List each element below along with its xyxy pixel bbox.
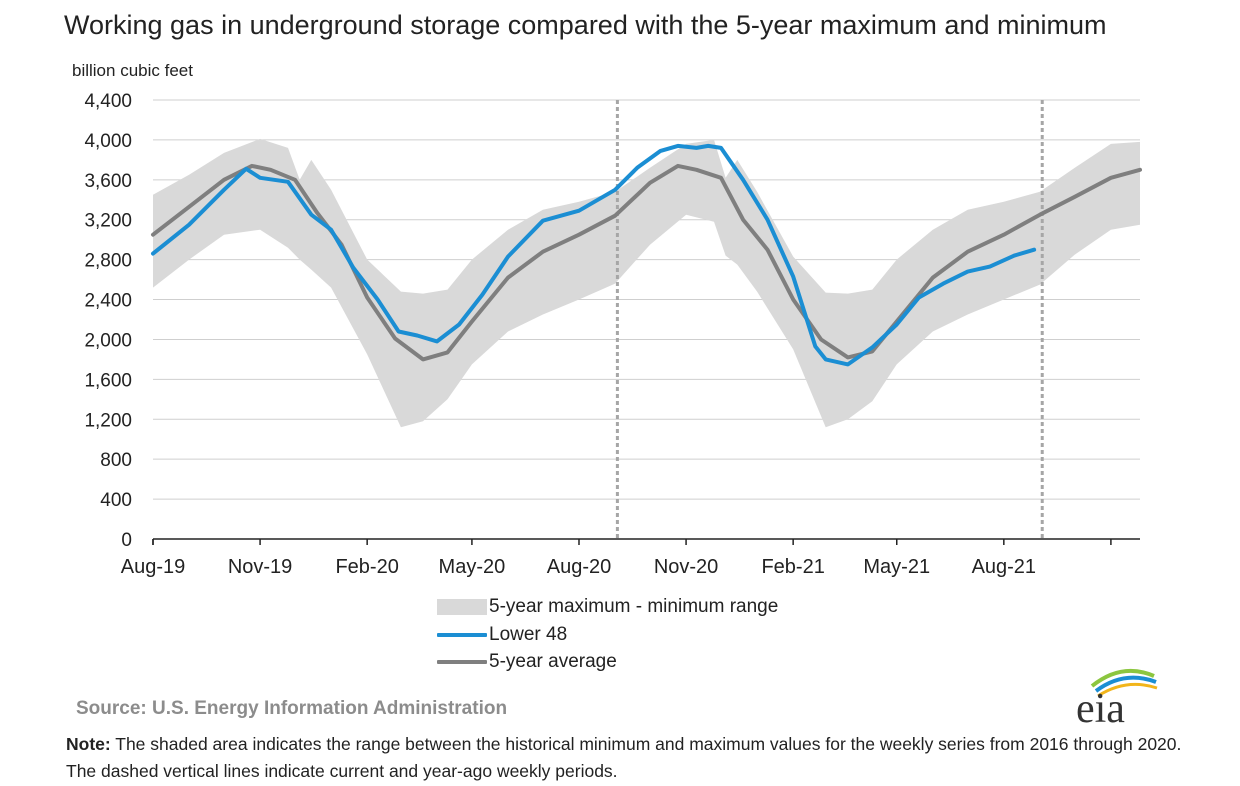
note-label: Note: <box>66 734 111 754</box>
5-year-average-line <box>151 163 1142 362</box>
legend-label-range: 5-year maximum - minimum range <box>489 596 779 617</box>
legend-swatch-average <box>437 660 487 664</box>
lower-48-line <box>151 143 1037 367</box>
legend-swatch-lower48 <box>437 633 487 637</box>
y-tick-label: 4,400 <box>84 91 132 112</box>
source-text: Source: U.S. Energy Information Administ… <box>76 698 508 719</box>
y-tick-label: 2,000 <box>84 330 132 351</box>
y-tick-label: 0 <box>121 530 132 551</box>
logo-wordmark: eia <box>1076 686 1125 726</box>
x-tick-label: Nov-20 <box>654 556 718 578</box>
y-axis-unit-label: billion cubic feet <box>72 61 193 80</box>
x-tick-label: Feb-20 <box>335 556 398 578</box>
x-tick-label: May-20 <box>439 556 506 578</box>
range-band <box>153 138 1140 428</box>
note-body: The shaded area indicates the range betw… <box>66 734 1182 781</box>
y-tick-label: 4,000 <box>84 131 132 152</box>
legend-item-range: 5-year maximum - minimum range <box>437 596 778 618</box>
y-tick-label: 2,400 <box>84 291 132 312</box>
y-tick-label: 3,200 <box>84 211 132 232</box>
storage-chart: 0 400 800 1,200 1,600 2,000 2,400 2,800 3,200 3,6… <box>84 91 1142 578</box>
x-tick-label: Aug-20 <box>547 556 612 578</box>
note-text: Note: The shaded area indicates the rang… <box>66 731 1216 785</box>
x-tick-label: Aug-21 <box>972 556 1037 578</box>
y-tick-label: 400 <box>100 490 132 511</box>
y-tick-label: 1,200 <box>84 410 132 431</box>
x-tick-label: Nov-19 <box>228 556 292 578</box>
logo-swoosh-green <box>1090 668 1155 688</box>
legend-label-average: 5-year average <box>489 651 617 672</box>
legend-label-lower48: Lower 48 <box>489 624 568 645</box>
logo-swoosh-yellow <box>1097 682 1158 698</box>
x-tick-label: Aug-19 <box>121 556 186 578</box>
legend-item-lower48: Lower 48 <box>437 624 567 646</box>
legend-swatch-range <box>437 599 487 615</box>
y-tick-label: 1,600 <box>84 370 132 391</box>
legend-item-average: 5-year average <box>437 651 617 673</box>
eia-logo: eia <box>1076 668 1158 726</box>
x-tick-label: May-21 <box>863 556 930 578</box>
chart-title: Working gas in underground storage compa… <box>64 10 1107 40</box>
y-tick-label: 800 <box>100 450 132 471</box>
x-tick-label: Feb-21 <box>761 556 824 578</box>
y-tick-label: 3,600 <box>84 171 132 192</box>
y-tick-label: 2,800 <box>84 251 132 272</box>
logo-swoosh-blue <box>1094 675 1157 693</box>
